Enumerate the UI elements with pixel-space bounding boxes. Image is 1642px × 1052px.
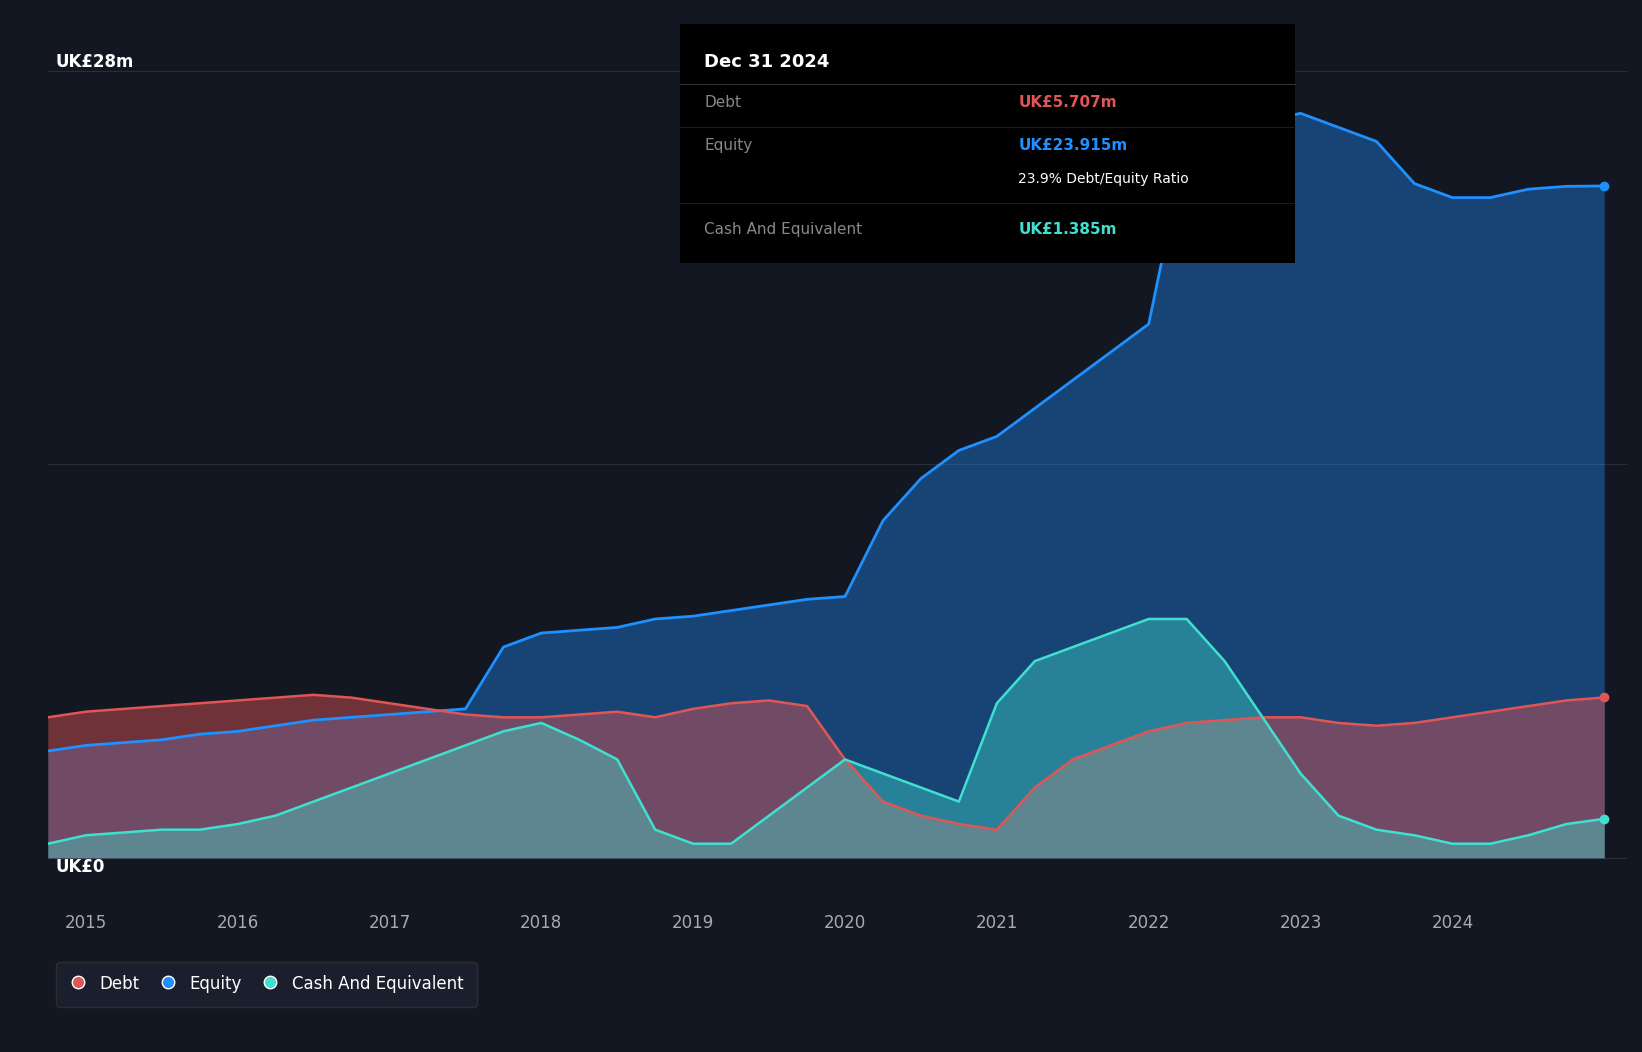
Text: UK£0: UK£0 <box>56 857 105 875</box>
Text: UK£5.707m: UK£5.707m <box>1018 95 1117 110</box>
Text: UK£1.385m: UK£1.385m <box>1018 222 1117 237</box>
Text: UK£28m: UK£28m <box>56 54 135 72</box>
Text: Dec 31 2024: Dec 31 2024 <box>704 53 829 70</box>
Text: 23.9% Debt/Equity Ratio: 23.9% Debt/Equity Ratio <box>1018 173 1189 186</box>
Text: Cash And Equivalent: Cash And Equivalent <box>704 222 862 237</box>
Text: Equity: Equity <box>704 138 752 154</box>
Text: UK£23.915m: UK£23.915m <box>1018 138 1128 154</box>
Text: Debt: Debt <box>704 95 741 110</box>
Legend: Debt, Equity, Cash And Equivalent: Debt, Equity, Cash And Equivalent <box>56 962 476 1007</box>
